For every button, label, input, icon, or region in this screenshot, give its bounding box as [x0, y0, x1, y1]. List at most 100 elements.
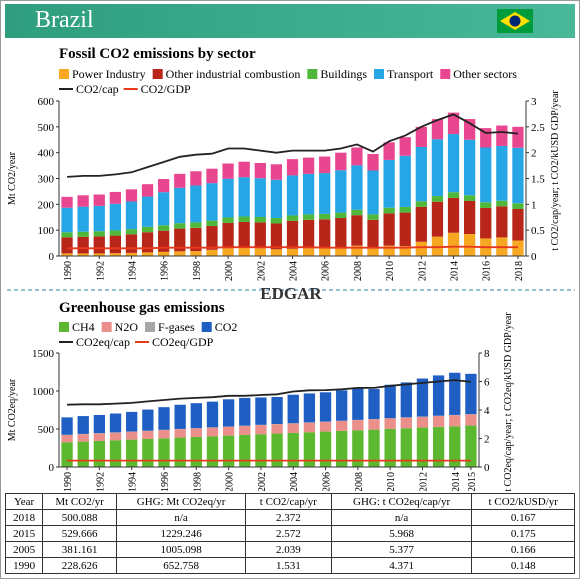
charts: EDGAR Fossil CO2 emissions by sector Powe… — [7, 46, 575, 491]
bar-segment — [400, 382, 412, 418]
bar-segment — [270, 218, 283, 224]
y2-axis-label: t CO2/cap/year; t CO2/kUSD GDP/year — [550, 90, 561, 251]
bar-segment — [287, 394, 299, 424]
bar-segment — [351, 147, 363, 166]
bar-segment — [352, 420, 364, 431]
column-header: GHG: t CO2eq/cap/yr — [330, 493, 473, 510]
bar-segment — [319, 431, 332, 467]
bar-segment — [125, 201, 138, 230]
bar-segment — [158, 179, 170, 193]
column-header: t CO2/cap/yr — [245, 493, 332, 510]
bar-segment — [367, 219, 379, 249]
legend-label: CO2eq/GDP — [152, 335, 214, 349]
bar-segment — [286, 215, 299, 221]
table-cell: 5.377 — [330, 541, 473, 558]
legend-label: Other industrial combustion — [166, 67, 301, 81]
bar-segment — [432, 415, 445, 427]
bar-segment — [109, 230, 121, 236]
bar-segment — [335, 152, 347, 171]
bar-segment — [255, 397, 267, 425]
bar-segment — [93, 231, 105, 237]
bar-segment — [432, 426, 445, 467]
x-tick-label: 2006 — [321, 261, 332, 281]
x-tick-label: 1992 — [95, 472, 106, 491]
legend-swatch — [101, 322, 112, 332]
x-tick-label: 1994 — [128, 472, 139, 491]
bar-segment — [222, 435, 235, 467]
bar-segment — [109, 432, 122, 441]
bar-segment — [319, 248, 331, 256]
x-tick-label: 2004 — [289, 472, 300, 491]
table-row: 2018 500.088 n/a 2.372 n/a 0.167 — [4, 509, 575, 526]
bar-segment — [77, 236, 89, 254]
bar-segment — [174, 228, 186, 252]
bar-segment — [158, 192, 170, 226]
y2-axis-label: t CO2eq/cap/year; t CO2eq/kUSD GDP/year — [503, 312, 514, 491]
bar-segment — [319, 392, 332, 422]
x-tick-label: 1990 — [63, 261, 74, 281]
bar-segment — [465, 373, 477, 415]
table-cell: 0.166 — [471, 541, 575, 558]
bar-segment — [415, 206, 427, 242]
bar-segment — [384, 428, 396, 467]
bar-segment — [222, 248, 234, 256]
bar-segment — [222, 217, 234, 223]
bar-segment — [255, 434, 267, 467]
bar-segment — [271, 397, 283, 424]
y2-tick-label: 2 — [531, 148, 537, 160]
table-cell: 4.371 — [330, 557, 473, 574]
bar-segment — [77, 434, 89, 442]
table-cell: 2018 — [4, 509, 44, 526]
flag — [497, 9, 533, 33]
bar-segment — [465, 414, 477, 426]
bar-segment — [222, 163, 234, 179]
bar-segment — [190, 171, 202, 186]
bar-segment — [141, 196, 154, 227]
bar-segment — [206, 401, 219, 428]
bar-segment — [271, 424, 283, 434]
line — [67, 245, 518, 250]
x-tick-label: 2014 — [450, 261, 461, 281]
bar-segment — [125, 252, 138, 256]
table-cell: 0.167 — [471, 509, 575, 526]
bar-segment — [174, 173, 186, 188]
table-cell: 1990 — [4, 557, 44, 574]
bar-segment — [109, 440, 122, 467]
bar-segment — [93, 415, 106, 434]
bar-segment — [367, 248, 379, 256]
bar-segment — [368, 389, 380, 420]
bar-segment — [367, 170, 379, 215]
y-tick-label: 500 — [38, 424, 55, 436]
bar-segment — [383, 213, 395, 246]
bar-segment — [286, 175, 299, 216]
bar-segment — [77, 206, 89, 232]
bar-segment — [174, 187, 186, 224]
legend-label: CO2eq/cap — [76, 335, 130, 349]
bar-segment — [447, 232, 460, 256]
bar-segment — [447, 134, 460, 193]
bar-segment — [238, 221, 250, 248]
bar-segment — [174, 404, 186, 429]
bar-segment — [368, 429, 380, 467]
bar-segment — [464, 195, 476, 201]
table-row: 1990 228.626 652.758 1.531 4.371 0.148 — [4, 557, 575, 574]
bar-segment — [431, 119, 444, 140]
y2-tick-label: 0 — [531, 251, 537, 263]
bar-segment — [61, 237, 73, 254]
bar-segment — [447, 112, 460, 135]
bar-segment — [222, 178, 234, 218]
bar-segment — [141, 184, 154, 197]
bar-segment — [367, 153, 379, 171]
bar-segment — [174, 251, 186, 256]
bar-segment — [415, 146, 427, 202]
x-tick-label: 1998 — [192, 472, 203, 491]
table-cell: 652.758 — [116, 557, 247, 574]
bar-segment — [126, 411, 138, 432]
x-tick-label: 2002 — [256, 261, 267, 281]
bar-segment — [77, 253, 89, 256]
y-tick-label: 400 — [38, 148, 55, 160]
bar-segment — [319, 219, 331, 249]
bar-segment — [93, 236, 105, 254]
bar-segment — [206, 249, 218, 256]
column-header: Year — [4, 493, 44, 510]
